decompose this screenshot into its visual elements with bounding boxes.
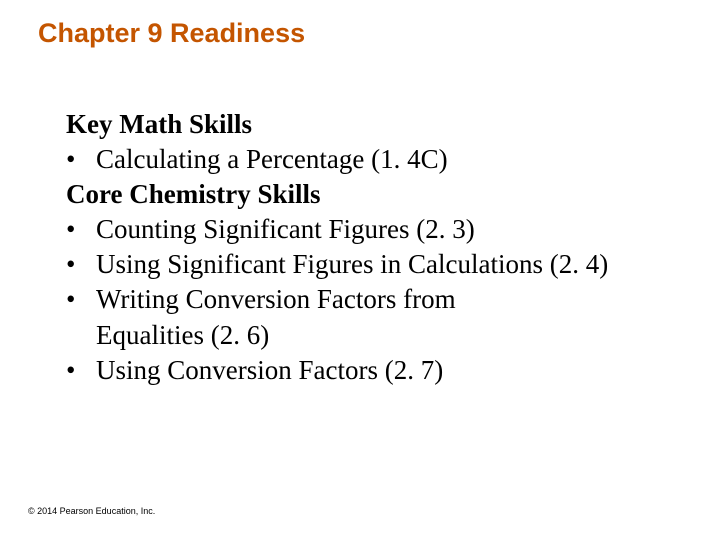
list-item: • Counting Significant Figures (2. 3)	[66, 212, 682, 247]
section-heading-key-math: Key Math Skills	[66, 107, 682, 142]
bullet-continuation: Equalities (2. 6)	[66, 318, 682, 353]
bullet-icon: •	[66, 142, 96, 177]
copyright-notice: © 2014 Pearson Education, Inc.	[28, 506, 155, 516]
bullet-text: Using Significant Figures in Calculation…	[96, 247, 682, 282]
slide-container: Chapter 9 Readiness Key Math Skills • Ca…	[0, 0, 720, 540]
bullet-text: Using Conversion Factors (2. 7)	[96, 353, 682, 388]
bullet-text: Counting Significant Figures (2. 3)	[96, 212, 682, 247]
section-heading-core-chem: Core Chemistry Skills	[66, 177, 682, 212]
bullet-icon: •	[66, 353, 96, 388]
list-item: • Using Conversion Factors (2. 7)	[66, 353, 682, 388]
list-item: • Using Significant Figures in Calculati…	[66, 247, 682, 282]
bullet-text: Calculating a Percentage (1. 4C)	[96, 142, 682, 177]
bullet-icon: •	[66, 212, 96, 247]
bullet-text: Writing Conversion Factors from	[96, 282, 682, 317]
list-item: • Calculating a Percentage (1. 4C)	[66, 142, 682, 177]
chapter-title: Chapter 9 Readiness	[38, 18, 682, 49]
bullet-icon: •	[66, 282, 96, 317]
body-content: Key Math Skills • Calculating a Percenta…	[38, 107, 682, 388]
list-item: • Writing Conversion Factors from	[66, 282, 682, 317]
bullet-icon: •	[66, 247, 96, 282]
